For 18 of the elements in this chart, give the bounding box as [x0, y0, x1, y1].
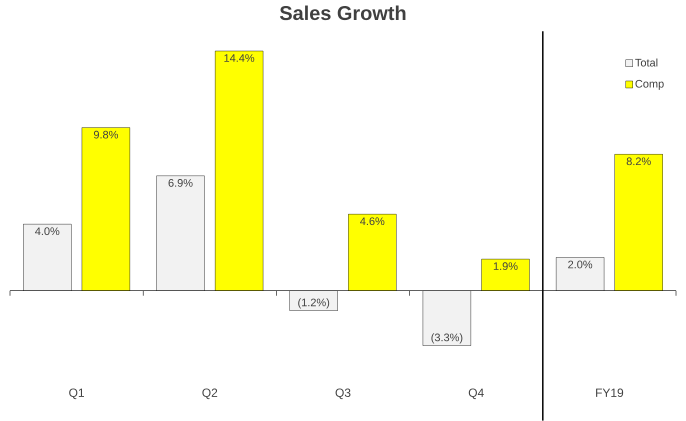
- data-label: 14.4%: [224, 54, 254, 62]
- data-label: 4.6%: [360, 217, 384, 226]
- x-tick-label: FY19: [596, 388, 624, 397]
- x-tick-label: Q3: [336, 388, 350, 400]
- chart-title: Sales Growth: [280, 6, 406, 20]
- x-tick-label: Q2: [202, 388, 218, 400]
- data-label: 1.9%: [494, 262, 518, 270]
- data-label: 6.9%: [168, 179, 193, 187]
- data-label: 4.0%: [35, 227, 60, 236]
- data-label: 8.2%: [626, 157, 651, 166]
- data-label: 2.0%: [568, 260, 592, 268]
- x-tick-label: Q1: [69, 388, 84, 400]
- data-label: 9.8%: [94, 130, 118, 139]
- data-label: (1.2%): [298, 298, 330, 308]
- legend-label: Comp: [636, 80, 664, 90]
- x-tick-label: Q4: [468, 388, 484, 400]
- data-label: (3.3%): [431, 333, 462, 344]
- legend-label: Total: [635, 58, 658, 67]
